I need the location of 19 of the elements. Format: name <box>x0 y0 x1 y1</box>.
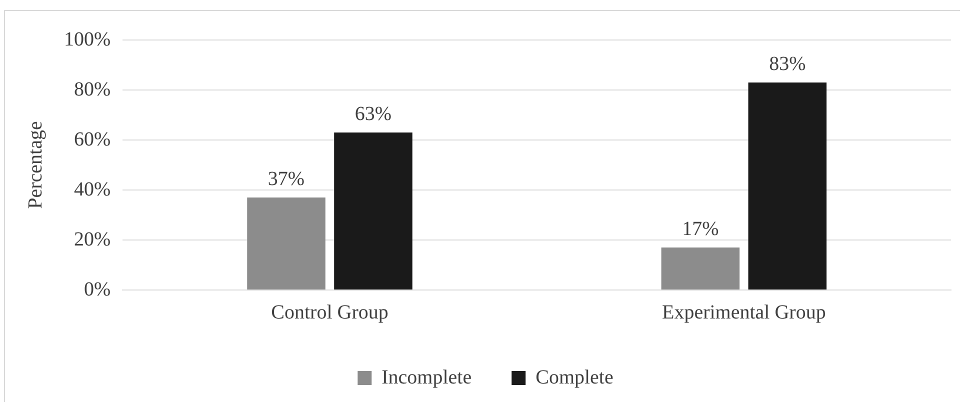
data-label: 37% <box>268 168 305 190</box>
y-tick-label: 20% <box>74 228 111 250</box>
data-label: 63% <box>354 102 392 125</box>
legend-label: Incomplete <box>382 366 472 388</box>
legend-label: Complete <box>536 366 614 388</box>
y-tick-label: 0% <box>84 278 111 300</box>
y-axis-title: Percentage <box>24 121 46 209</box>
bar <box>334 132 412 290</box>
data-label: 17% <box>682 218 719 240</box>
bar <box>247 198 326 290</box>
y-tick-label: 60% <box>74 128 111 150</box>
bar <box>661 248 740 290</box>
data-label: 83% <box>769 52 806 75</box>
y-tick-label: 100% <box>64 28 111 50</box>
x-tick-label: Control Group <box>271 301 388 324</box>
x-tick-label: Experimental Group <box>662 301 826 324</box>
y-tick-label: 40% <box>74 178 111 200</box>
y-tick-label: 80% <box>74 78 111 100</box>
bar <box>748 82 827 290</box>
